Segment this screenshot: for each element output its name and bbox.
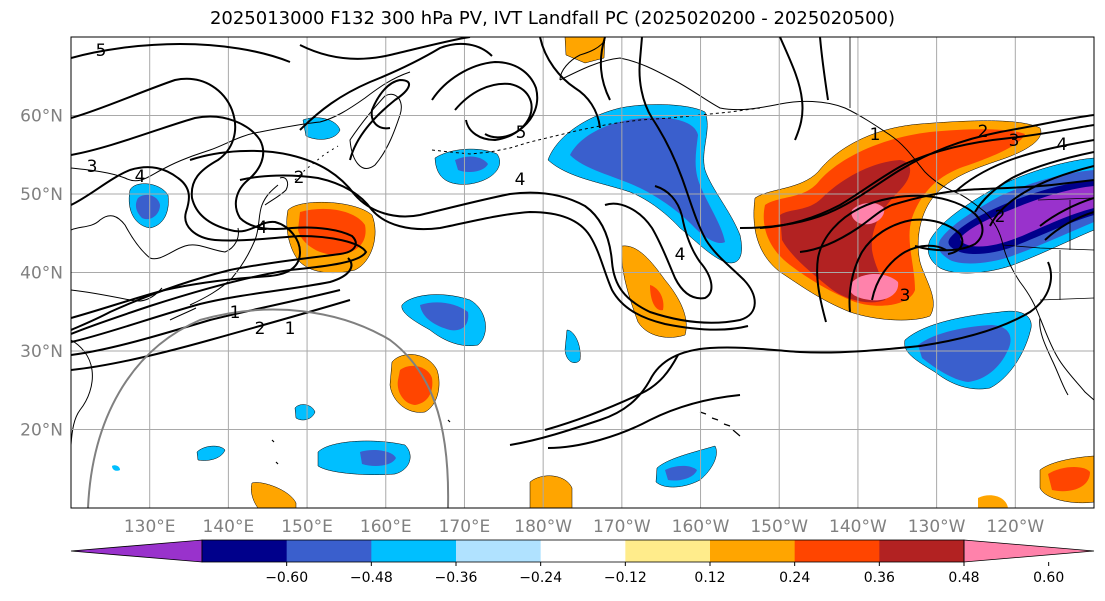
longitude-tick-label: 170°E (439, 517, 491, 537)
pv-contours (71, 37, 1094, 449)
latitude-tick-label: 40°N (20, 264, 63, 284)
colorbar-bin (456, 540, 542, 562)
colorbar-tick-label: 0.60 (1033, 570, 1064, 586)
contour-value-label: 2 (978, 122, 989, 142)
longitude-tick-label: 170°W (593, 517, 651, 537)
contour-value-label: 4 (1057, 135, 1068, 155)
colorbar-bin (879, 540, 965, 562)
longitude-tick-label: 130°E (124, 517, 176, 537)
contour-value-label: 4 (257, 218, 268, 238)
colorbar: −0.60 −0.48 −0.36 −0.24 −0.12 0.12 0.24 0.36 0.4… (70, 539, 1095, 586)
map-frame (70, 36, 1095, 509)
longitude-tick-label: 140°E (203, 517, 255, 537)
contour-value-label: 4 (515, 170, 526, 190)
colorbar-tick-label: −0.12 (604, 570, 647, 586)
contour-value-label: 5 (96, 41, 107, 61)
contour-value-label: 2 (294, 168, 305, 188)
longitude-tick-label: 150°W (750, 517, 808, 537)
longitude-tick-label: 150°E (281, 517, 333, 537)
longitude-tick-label: 130°W (908, 517, 966, 537)
map-title: 2025013000 F132 300 hPa PV, IVT Landfall… (209, 8, 896, 29)
contour-value-label: 3 (1009, 131, 1020, 151)
latitude-tick-label: 60°N (20, 107, 63, 127)
contour-value-label: 3 (900, 286, 911, 306)
contour-value-label: 1 (870, 125, 881, 145)
colorbar-bin (202, 540, 288, 562)
colorbar-extend-max (963, 539, 1095, 563)
colorbar-bin (286, 540, 372, 562)
longitude-tick-label: 180°W (514, 517, 572, 537)
longitude-tick-label: 160°W (672, 517, 730, 537)
colorbar-bin (794, 540, 880, 562)
latitude-labels: 20°N 30°N 40°N 50°N 60°N (20, 107, 63, 441)
latitude-tick-label: 30°N (20, 342, 63, 362)
contour-value-label: 2 (995, 207, 1006, 227)
longitude-tick-label: 160°E (360, 517, 412, 537)
colorbar-tick-label: −0.36 (435, 570, 478, 586)
colorbar-bin (625, 540, 711, 562)
colorbar-extend-min (70, 539, 203, 563)
contour-value-label: 4 (675, 245, 686, 265)
colorbar-outline (201, 539, 965, 563)
colorbar-bin (371, 540, 457, 562)
colorbar-bin (710, 540, 796, 562)
colorbar-tick-label: 0.24 (779, 570, 810, 586)
colorbar-tick-label: −0.60 (265, 570, 308, 586)
colorbar-tick-label: 0.48 (948, 570, 979, 586)
contour-value-label: 1 (230, 303, 241, 323)
contour-value-label: 5 (516, 123, 527, 143)
contour-value-label: 4 (135, 167, 146, 187)
graticule (71, 37, 1094, 508)
colorbar-tick-label: −0.24 (519, 570, 562, 586)
colorbar-bin (540, 540, 626, 562)
colorbar-tick-label: −0.48 (350, 570, 393, 586)
contour-value-label: 1 (285, 319, 296, 339)
contour-value-label: 2 (255, 319, 266, 339)
colorbar-tick-label: 0.12 (694, 570, 725, 586)
longitude-tick-label: 140°W (829, 517, 887, 537)
contour-value-label: 3 (87, 157, 98, 177)
range-circle (87, 308, 450, 508)
longitude-tick-label: 120°W (986, 517, 1044, 537)
longitude-labels: 130°E 140°E 150°E 160°E 170°E 180°W 170°W 160°W… (124, 517, 1045, 537)
latitude-tick-label: 20°N (20, 421, 63, 441)
colorbar-tick-label: 0.36 (864, 570, 895, 586)
latitude-tick-label: 50°N (20, 185, 63, 205)
pv-anomaly-fill (112, 37, 1094, 508)
